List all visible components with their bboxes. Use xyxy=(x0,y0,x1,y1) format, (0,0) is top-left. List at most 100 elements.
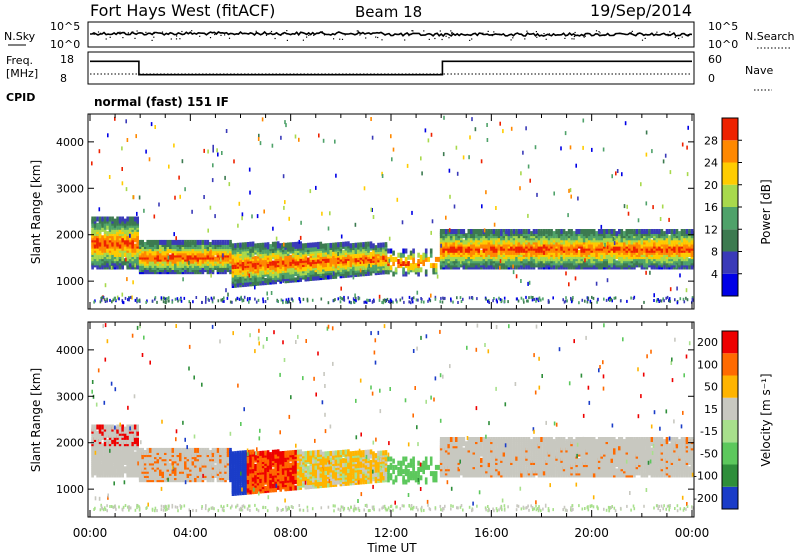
power-cell xyxy=(121,254,124,260)
power-cell xyxy=(459,296,462,300)
power-cell xyxy=(126,138,129,142)
power-cell xyxy=(688,258,691,264)
noise-search-dot xyxy=(286,30,288,32)
power-cell xyxy=(574,276,577,281)
noise-search-dot xyxy=(470,34,472,37)
noise-panel-frame xyxy=(87,21,695,48)
velocity-cell xyxy=(96,430,99,436)
power-cell xyxy=(527,213,529,218)
power-cell xyxy=(663,299,665,303)
power-cell xyxy=(568,188,570,193)
power-cell xyxy=(566,299,568,303)
noise-search-dot xyxy=(270,30,273,33)
power-cell xyxy=(349,243,353,249)
power-cell xyxy=(208,298,210,302)
power-cell xyxy=(359,242,363,248)
power-cell xyxy=(560,229,563,234)
power-cell xyxy=(214,244,217,250)
power-cell xyxy=(315,185,317,190)
power-cell xyxy=(460,300,463,303)
power-cell xyxy=(562,298,564,302)
power-cell xyxy=(311,298,314,302)
power-cell xyxy=(662,159,665,164)
power-cell xyxy=(174,195,176,200)
power-cell xyxy=(645,229,649,234)
power-cell xyxy=(670,229,674,234)
velocity-cell xyxy=(118,424,122,430)
power-cell xyxy=(678,231,681,237)
power-cell xyxy=(673,229,676,234)
power-cell xyxy=(613,247,616,253)
power-cell xyxy=(414,263,418,269)
power-cell xyxy=(125,119,127,124)
power-cell xyxy=(645,130,648,135)
power-cell xyxy=(339,296,342,300)
power-cell xyxy=(261,259,265,265)
noise-search-dot xyxy=(598,31,600,33)
power-cell xyxy=(434,263,438,269)
power-cell xyxy=(399,256,403,262)
noise-search-dot xyxy=(136,30,138,32)
power-cell xyxy=(234,243,237,249)
noise-search-dot xyxy=(498,34,500,36)
power-cell xyxy=(138,267,142,273)
noise-search-dot xyxy=(656,31,658,33)
power-cell xyxy=(382,301,385,305)
power-cell xyxy=(99,300,102,304)
noise-search-dot xyxy=(450,30,452,32)
power-cell xyxy=(643,229,646,234)
power-cell xyxy=(409,263,413,269)
velocity-cell xyxy=(136,424,139,430)
velocity-cell xyxy=(93,424,97,430)
power-cell xyxy=(406,163,409,168)
power-cell xyxy=(575,229,578,234)
noise-search-dot xyxy=(545,38,547,40)
power-cell xyxy=(515,256,518,262)
power-cell xyxy=(488,299,490,303)
power-cell xyxy=(465,233,468,239)
power-cell xyxy=(442,262,445,268)
power-cell xyxy=(675,264,678,269)
power-cell xyxy=(209,242,212,247)
power-cell xyxy=(553,191,555,196)
power-cell xyxy=(448,228,451,233)
power-cell xyxy=(517,299,520,303)
power-cell xyxy=(342,250,345,256)
power-cell xyxy=(483,228,486,233)
power-cell xyxy=(625,229,629,234)
power-cell xyxy=(221,299,224,303)
noise-search-dot xyxy=(214,33,216,36)
power-cell xyxy=(444,229,448,234)
velocity-cell xyxy=(101,449,104,455)
power-cell xyxy=(173,143,175,148)
power-cell xyxy=(567,258,571,264)
power-cell xyxy=(612,236,615,241)
velocity-cell xyxy=(101,472,104,478)
noise-search-dot xyxy=(571,38,573,40)
power-cell xyxy=(605,241,609,247)
power-cell xyxy=(519,186,521,191)
power-cell xyxy=(520,279,522,283)
power-cell xyxy=(211,300,214,304)
power-cell xyxy=(421,298,423,301)
power-cell xyxy=(625,262,629,268)
power-cell xyxy=(377,242,380,248)
power-cell xyxy=(143,242,147,247)
power-cell xyxy=(547,229,551,234)
power-cell xyxy=(284,200,286,205)
power-cell xyxy=(96,222,99,228)
power-cell xyxy=(238,201,241,206)
power-cell xyxy=(284,242,287,248)
power-cell xyxy=(318,133,320,138)
power-cell xyxy=(201,301,203,304)
power-cell xyxy=(609,296,611,300)
noise-search-dot xyxy=(100,32,102,34)
power-cell xyxy=(389,300,391,304)
noise-search-dot xyxy=(306,36,308,38)
colorbar-tick-label: 8 xyxy=(711,246,718,259)
power-cell xyxy=(125,257,127,262)
power-cell xyxy=(145,149,147,154)
power-cell xyxy=(409,254,413,260)
power-cell xyxy=(475,252,478,257)
